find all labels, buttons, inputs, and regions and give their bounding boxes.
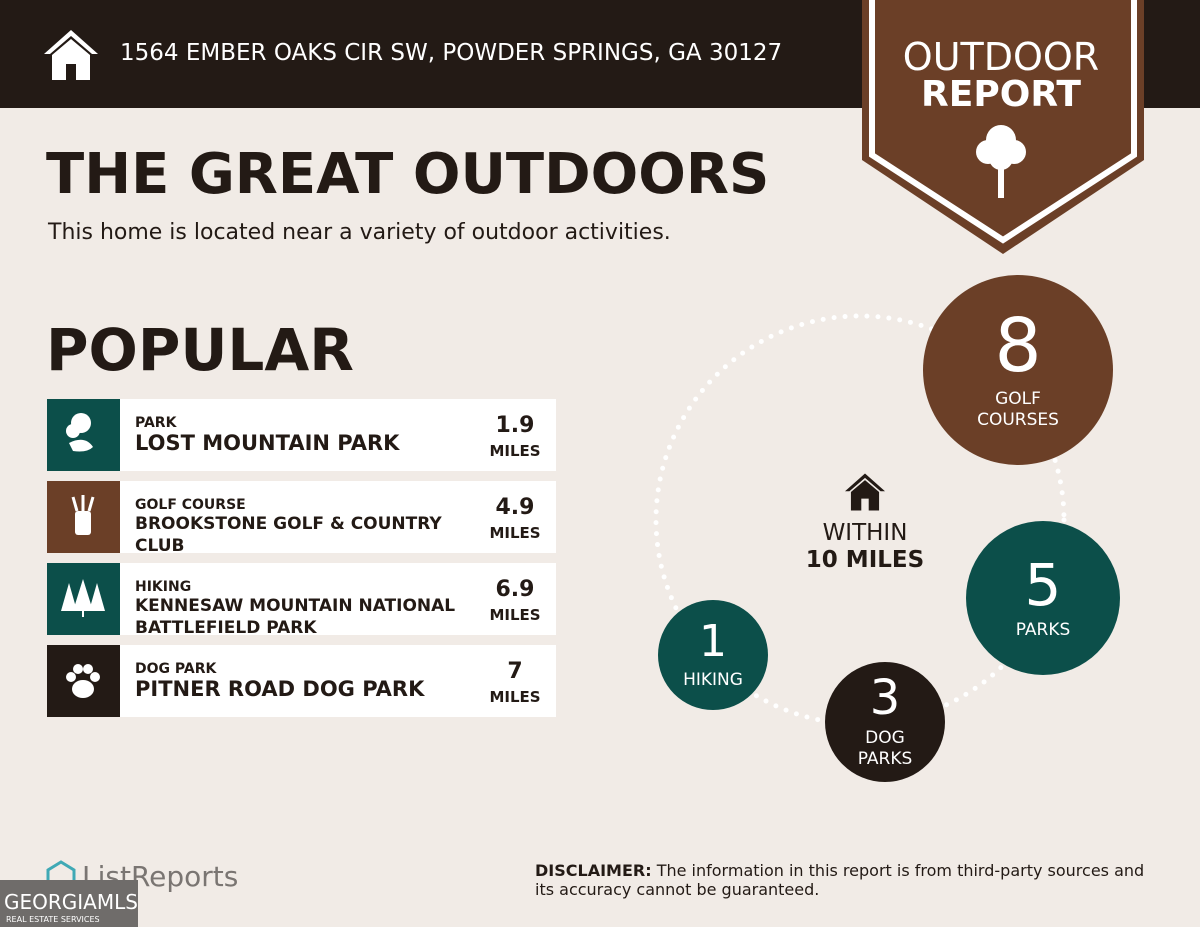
mls-name: GEORGIAMLS (4, 890, 138, 914)
row-distance: 4.9 (495, 495, 535, 520)
address: 1564 EMBER OAKS CIR SW, POWDER SPRINGS, … (120, 40, 783, 66)
mls-logo: GEORGIAMLS REAL ESTATE SERVICES (0, 880, 138, 927)
count-circle: 3 DOG PARKS (825, 662, 945, 782)
row-icon (47, 481, 120, 553)
row-distance: 7 (507, 659, 523, 684)
circle-label: PARKS (1015, 619, 1071, 640)
row-name: LOST MOUNTAIN PARK (135, 431, 400, 455)
row-distance: 1.9 (495, 413, 535, 438)
popular-row: HIKING KENNESAW MOUNTAIN NATIONAL BATTLEF… (47, 563, 556, 638)
activity-icon (66, 413, 93, 452)
popular-row: GOLF COURSE BROOKSTONE GOLF & COUNTRY CLU… (47, 481, 556, 556)
popular-row: DOG PARK PITNER ROAD DOG PARK 7 MILES (47, 645, 556, 717)
activity-icon (61, 579, 105, 617)
circle-count: 8 (994, 303, 1042, 389)
row-icon (47, 399, 120, 471)
circle-label: HIKING (683, 669, 743, 690)
row-category: PARK (135, 415, 177, 431)
row-unit: MILES (489, 442, 541, 460)
tree-icon (976, 125, 1026, 198)
activity-icon (71, 495, 95, 535)
radius-label: 10 MILES (805, 547, 925, 573)
activity-icon (66, 664, 100, 698)
badge: OUTDOOR REPORT (862, 0, 1144, 254)
disclaimer-text: The information in this report is from t… (535, 861, 1145, 899)
row-icon (47, 645, 120, 717)
row-unit: MILES (489, 524, 541, 542)
circle-count: 3 (869, 670, 901, 726)
row-category: HIKING (135, 579, 192, 595)
circle-label: DOG PARKS (857, 728, 913, 769)
row-distance: 6.9 (495, 577, 535, 602)
row-icon (47, 563, 120, 635)
center-home-icon (845, 473, 885, 511)
row-unit: MILES (489, 688, 541, 706)
home-icon (44, 30, 98, 80)
row-name: PITNER ROAD DOG PARK (135, 677, 425, 701)
row-category: GOLF COURSE (135, 497, 246, 513)
row-name: KENNESAW MOUNTAIN NATIONAL BATTLEFIELD P… (135, 596, 456, 638)
circle-count: 5 (1024, 550, 1062, 619)
row-unit: MILES (489, 606, 541, 624)
disclaimer: DISCLAIMER: The information in this repo… (535, 861, 1165, 899)
subtitle: This home is located near a variety of o… (48, 220, 671, 245)
page-title: THE GREAT OUTDOORS (46, 142, 770, 207)
within-label: WITHIN (822, 520, 908, 546)
popular-row: PARK LOST MOUNTAIN PARK 1.9 MILES (47, 399, 556, 471)
count-circle: 8 GOLF COURSES (923, 275, 1113, 465)
count-circle: 1 HIKING (658, 600, 768, 710)
count-circle: 5 PARKS (966, 521, 1120, 675)
row-category: DOG PARK (135, 661, 217, 677)
mls-sub: REAL ESTATE SERVICES (6, 915, 100, 924)
badge-line1: OUTDOOR (903, 35, 1099, 79)
circle-label: GOLF COURSES (977, 389, 1059, 430)
section-title: POPULAR (46, 316, 354, 384)
row-name: BROOKSTONE GOLF & COUNTRY CLUB (135, 514, 442, 556)
disclaimer-label: DISCLAIMER: (535, 861, 652, 880)
circle-count: 1 (699, 615, 727, 667)
badge-line2: REPORT (921, 74, 1081, 115)
